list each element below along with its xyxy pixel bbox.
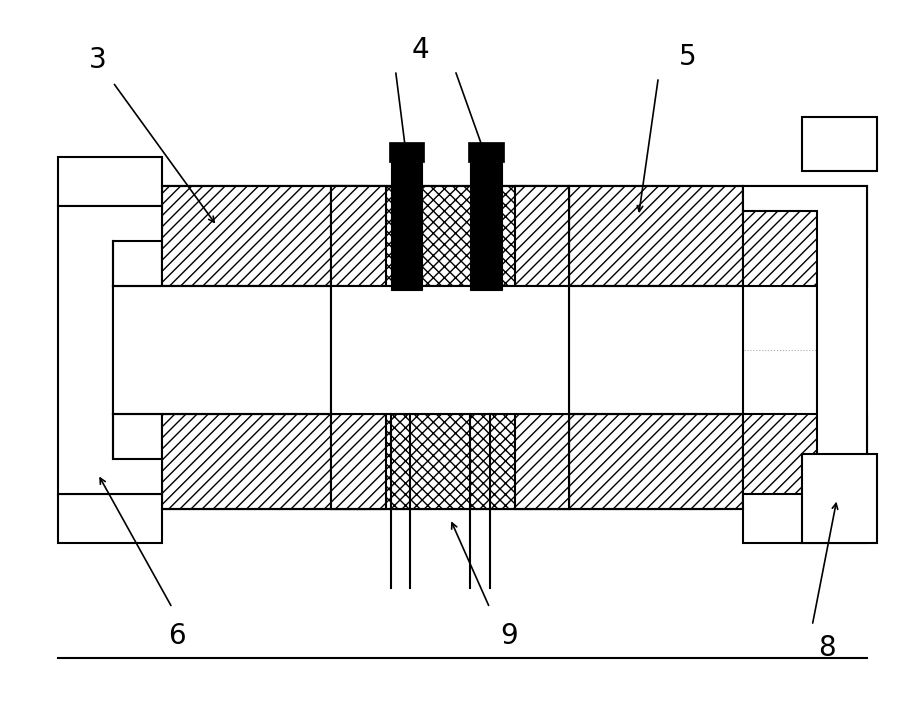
Bar bbox=[331, 414, 569, 509]
Bar bbox=[391, 156, 423, 290]
Bar bbox=[331, 186, 385, 285]
Text: 9: 9 bbox=[501, 622, 519, 650]
Text: 4: 4 bbox=[412, 36, 429, 64]
Bar bbox=[162, 186, 366, 285]
Text: 6: 6 bbox=[168, 622, 186, 650]
Bar bbox=[514, 414, 569, 509]
Text: 8: 8 bbox=[818, 634, 836, 662]
Bar bbox=[802, 454, 877, 543]
Bar bbox=[389, 142, 425, 161]
Bar bbox=[59, 156, 162, 206]
Text: 3: 3 bbox=[89, 46, 107, 74]
Bar bbox=[569, 285, 743, 414]
Bar bbox=[113, 285, 331, 414]
Bar bbox=[331, 186, 569, 285]
Bar bbox=[569, 414, 743, 509]
Bar bbox=[162, 186, 713, 285]
Bar bbox=[468, 142, 503, 161]
Bar bbox=[331, 285, 569, 414]
Bar bbox=[743, 414, 867, 509]
Bar bbox=[569, 186, 743, 285]
Polygon shape bbox=[59, 206, 162, 494]
Bar bbox=[162, 414, 713, 509]
Bar bbox=[331, 414, 385, 509]
Bar bbox=[802, 117, 877, 172]
Bar bbox=[59, 494, 162, 543]
Bar bbox=[514, 186, 569, 285]
Polygon shape bbox=[743, 186, 867, 543]
Text: 5: 5 bbox=[679, 43, 697, 72]
Bar bbox=[470, 156, 501, 290]
Bar bbox=[162, 414, 366, 509]
Bar bbox=[743, 186, 867, 285]
